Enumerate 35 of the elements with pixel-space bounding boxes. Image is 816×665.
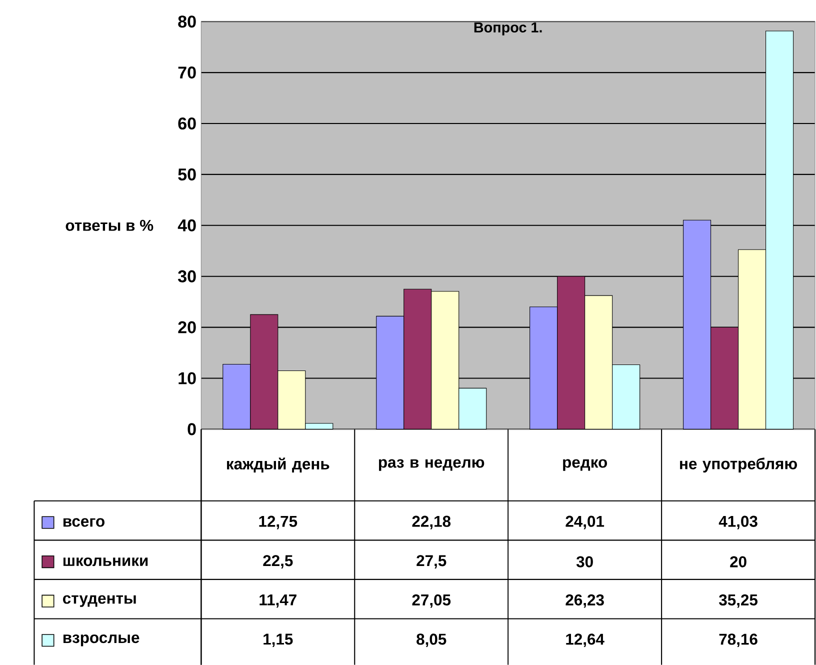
data-label: 20 bbox=[730, 556, 746, 568]
data-label: 27,5 bbox=[416, 555, 446, 569]
data-label: 11,47 bbox=[260, 594, 296, 608]
legend-label: взрослые bbox=[63, 634, 140, 646]
data-label: 27,05 bbox=[412, 594, 451, 608]
legend-label: всего bbox=[63, 518, 104, 527]
x-tick-label: редко bbox=[563, 459, 607, 471]
y-tick-label: 80 bbox=[178, 16, 196, 28]
data-label: 30 bbox=[576, 556, 593, 568]
data-label: 1,15 bbox=[264, 634, 293, 648]
data-label: 22,5 bbox=[263, 555, 293, 569]
y-axis-title: ответы в % bbox=[66, 220, 154, 231]
y-tick-label: 20 bbox=[178, 321, 196, 334]
x-tick-label: раз в неделю bbox=[378, 459, 484, 471]
legend-label: студенты bbox=[63, 595, 136, 607]
data-label: 26,23 bbox=[566, 594, 604, 608]
y-tick-label: 40 bbox=[178, 219, 196, 232]
data-label: 12,64 bbox=[566, 634, 604, 648]
data-label: 41,03 bbox=[718, 516, 758, 530]
y-tick-label: 0 bbox=[188, 423, 196, 436]
chart-title: Вопрос 1. bbox=[474, 22, 542, 36]
y-tick-label: 70 bbox=[178, 66, 196, 79]
y-tick-label: 60 bbox=[178, 118, 196, 130]
data-label: 78,16 bbox=[719, 634, 758, 648]
y-tick-label: 10 bbox=[178, 372, 196, 384]
data-label: 8,05 bbox=[416, 634, 446, 648]
x-tick-label: каждый день bbox=[227, 458, 330, 472]
data-label: 12,75 bbox=[259, 516, 298, 530]
y-tick-label: 50 bbox=[178, 168, 196, 181]
data-label: 24,01 bbox=[566, 516, 604, 530]
data-label: 35,25 bbox=[719, 594, 758, 608]
x-tick-label: не употребляю bbox=[680, 458, 797, 472]
legend-label: школьники bbox=[63, 558, 148, 566]
data-label: 22,18 bbox=[412, 516, 451, 530]
y-tick-label: 30 bbox=[178, 270, 196, 282]
